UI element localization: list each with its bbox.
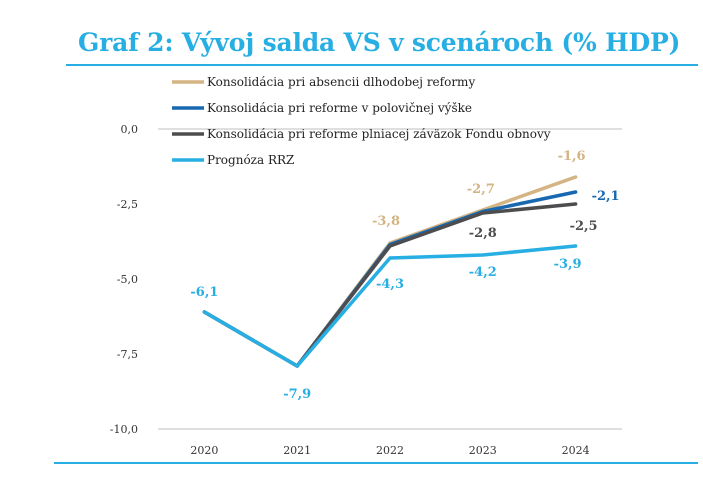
data-label: -7,9 [283, 387, 311, 402]
series-layer [202, 175, 578, 368]
legend-label: Konsolidácia pri reforme plniacej záväzo… [207, 127, 551, 141]
data-label: -2,8 [469, 226, 497, 241]
x-tick-label: 2022 [376, 444, 404, 457]
x-tick-label: 2024 [562, 444, 590, 457]
data-label: -2,5 [570, 219, 598, 234]
title-underline [66, 64, 698, 66]
data-label: -2,1 [592, 189, 620, 204]
data-label: -1,6 [558, 149, 586, 164]
legend-label: Konsolidácia pri reforme v polovičnej vý… [207, 101, 472, 115]
data-label: -2,7 [467, 182, 495, 197]
legend-label: Prognóza RRZ [207, 153, 294, 167]
bottom-rule [54, 462, 698, 464]
data-label: -4,2 [469, 265, 497, 280]
y-tick-label: -10,0 [110, 423, 138, 436]
y-tick-label: -2,5 [117, 198, 138, 211]
x-tick-label: 2020 [190, 444, 218, 457]
data-label: -3,9 [554, 257, 582, 272]
x-tick-label: 2023 [469, 444, 497, 457]
y-tick-label: -5,0 [117, 273, 138, 286]
chart-legend: Konsolidácia pri absencii dlhodobej refo… [172, 75, 551, 167]
data-labels: -3,8 -2,7 -1,6 -2,1 -2,8 -2,5 -6,1 -7,9 -4,3 -4,2… [190, 149, 619, 402]
data-label: -6,1 [190, 285, 218, 300]
data-label: -3,8 [372, 214, 400, 229]
chart-title: Graf 2: Vývoj salda VS v scenároch (% HD… [78, 28, 681, 57]
chart-axes: 0,0 -2,5 -5,0 -7,5 -10,0 2020 2021 2022 2023 2024 [110, 123, 622, 457]
data-label: -4,3 [376, 277, 404, 292]
y-tick-label: -7,5 [117, 348, 138, 361]
y-tick-label: 0,0 [121, 123, 139, 136]
x-tick-label: 2021 [283, 444, 311, 457]
series-line-4 [202, 244, 578, 368]
legend-label: Konsolidácia pri absencii dlhodobej refo… [207, 75, 475, 89]
